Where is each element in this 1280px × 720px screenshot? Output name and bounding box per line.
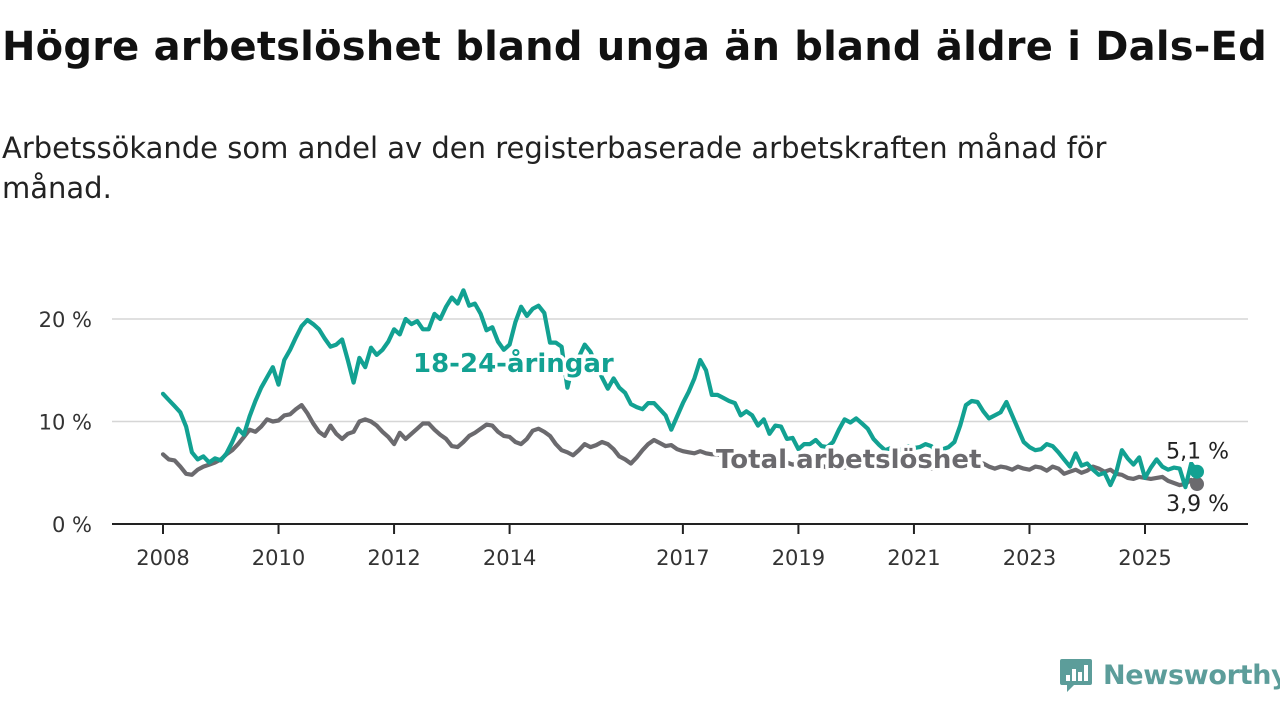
series-line-total (160, 403, 1200, 488)
chart-title: Högre arbetslöshet bland unga än bland ä… (2, 24, 1267, 70)
series-label-total-halo: Total arbetslöshet (716, 445, 981, 475)
series-label-youth: 18-24-åringar (413, 347, 614, 379)
y-tick-label: 0 % (52, 513, 92, 537)
x-tick-label: 2019 (772, 546, 825, 570)
x-tick-label: 2023 (1003, 546, 1056, 570)
newsworthy-bubble-icon (1060, 659, 1092, 692)
end-point-youth (1190, 464, 1204, 479)
x-tick-label: 2017 (656, 546, 709, 570)
y-tick-label: 10 % (39, 411, 92, 435)
end-value-label-total: 3,9 % (1166, 492, 1229, 517)
x-tick-label: 2008 (136, 546, 189, 570)
series-label-total: Total arbetslöshet (716, 445, 981, 475)
end-point-total (1190, 477, 1204, 492)
brand-name: Newsworthy (1103, 659, 1280, 691)
x-tick-label: 2014 (483, 546, 536, 570)
x-tick-label: 2021 (887, 546, 940, 570)
x-tick-label: 2010 (252, 546, 305, 570)
x-tick-label: 2025 (1118, 546, 1171, 570)
end-value-label-total-halo: 3,9 % (1166, 492, 1229, 517)
chart-subtitle: Arbetssökande som andel av den registerb… (2, 131, 1107, 205)
end-value-label-youth: 5,1 % (1166, 440, 1229, 465)
series-label-youth-halo: 18-24-åringar (413, 347, 614, 379)
x-tick-label: 2012 (367, 546, 420, 570)
series-line-youth (160, 288, 1200, 490)
newsworthy-logo: Newsworthy (1058, 655, 1280, 695)
end-value-label-youth-halo: 5,1 % (1166, 440, 1229, 465)
y-tick-label: 20 % (39, 308, 92, 332)
